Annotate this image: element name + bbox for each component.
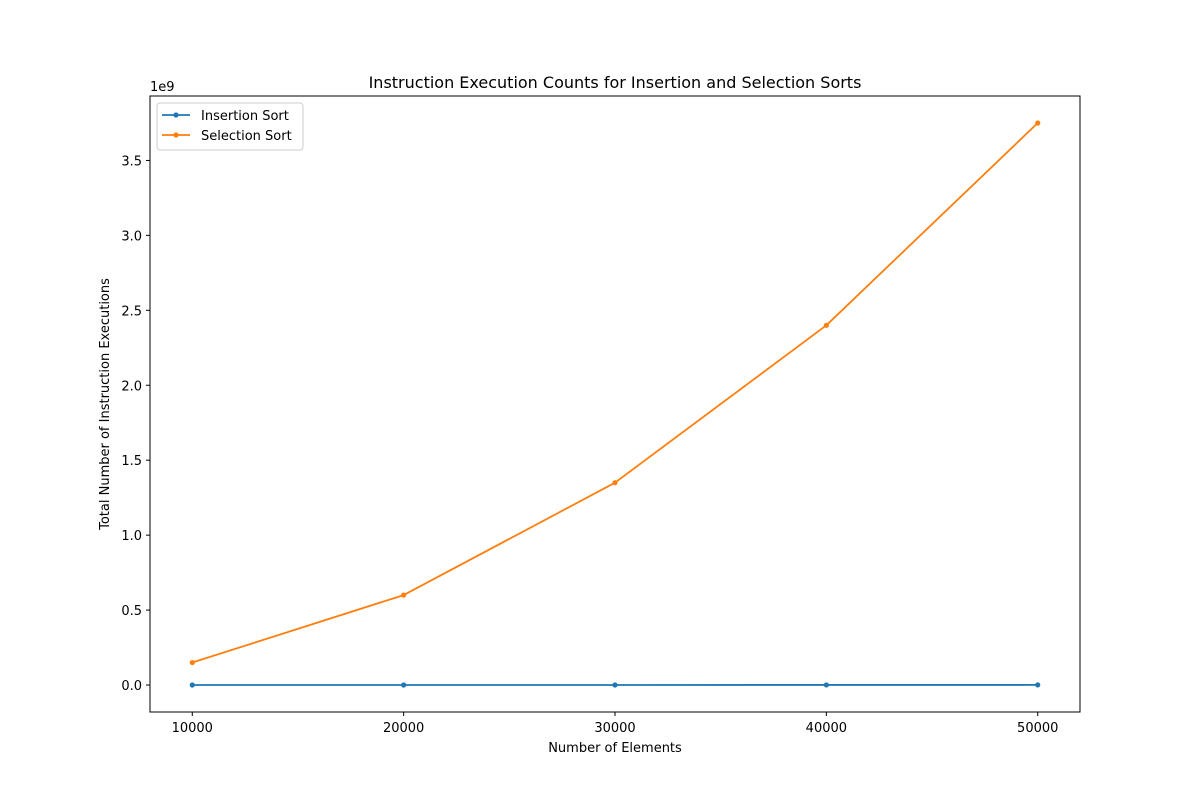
data-point-insertion-sort bbox=[612, 682, 617, 687]
y-tick-label: 0.0 bbox=[121, 679, 142, 694]
y-tick-label: 1.0 bbox=[121, 529, 142, 544]
data-point-insertion-sort bbox=[401, 682, 406, 687]
chart-title: Instruction Execution Counts for Inserti… bbox=[369, 73, 862, 92]
data-point-insertion-sort bbox=[1035, 682, 1040, 687]
data-point-selection-sort bbox=[190, 660, 195, 665]
y-tick-label: 1.5 bbox=[121, 454, 142, 469]
data-point-selection-sort bbox=[612, 480, 617, 485]
legend-label-insertion-sort: Insertion Sort bbox=[201, 109, 289, 124]
y-tick-label: 0.5 bbox=[121, 604, 142, 619]
x-tick-label: 50000 bbox=[1017, 721, 1058, 736]
x-tick-label: 20000 bbox=[383, 721, 424, 736]
legend: Insertion Sort Selection Sort bbox=[157, 103, 303, 150]
y-tick-label: 2.0 bbox=[121, 379, 142, 394]
x-tick-label: 40000 bbox=[806, 721, 847, 736]
legend-marker-selection-sort bbox=[173, 132, 178, 137]
y-axis-label: Total Number of Instruction Executions bbox=[98, 278, 113, 531]
data-point-insertion-sort bbox=[824, 682, 829, 687]
data-point-insertion-sort bbox=[190, 682, 195, 687]
data-point-selection-sort bbox=[401, 592, 406, 597]
x-tick-label: 10000 bbox=[172, 721, 213, 736]
y-tick-label: 3.0 bbox=[121, 229, 142, 244]
x-axis-label: Number of Elements bbox=[548, 741, 682, 756]
data-point-selection-sort bbox=[824, 323, 829, 328]
y-tick-label: 3.5 bbox=[121, 154, 142, 169]
x-tick-label: 30000 bbox=[594, 721, 635, 736]
y-tick-label: 2.5 bbox=[121, 304, 142, 319]
y-axis-offset-label: 1e9 bbox=[150, 80, 175, 95]
data-point-selection-sort bbox=[1035, 120, 1040, 125]
legend-marker-insertion-sort bbox=[173, 112, 178, 117]
plot-area-background bbox=[150, 96, 1080, 712]
legend-label-selection-sort: Selection Sort bbox=[201, 129, 292, 144]
